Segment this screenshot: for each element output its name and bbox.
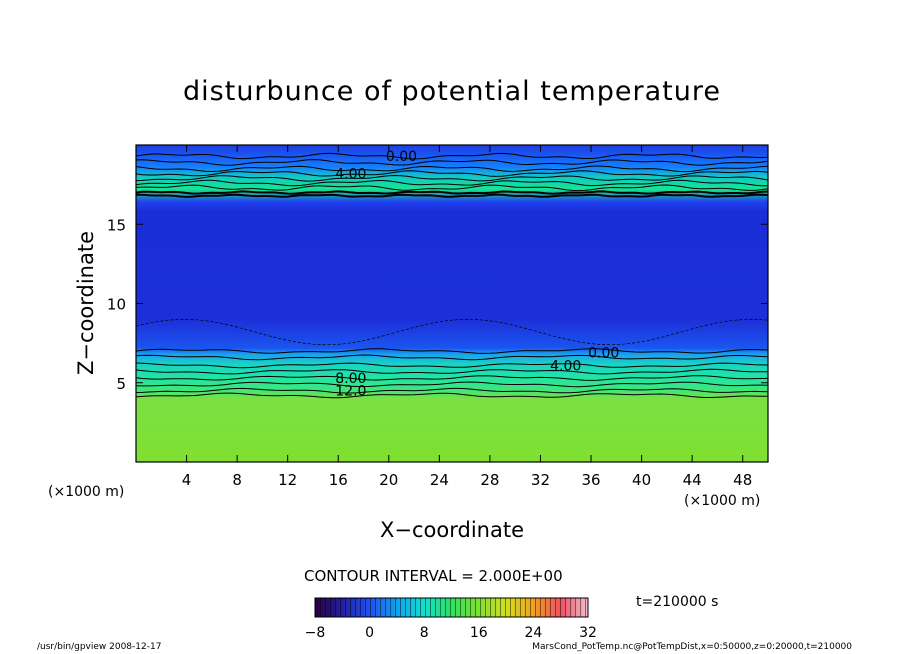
- x-tick-label: 44: [683, 471, 702, 489]
- x-unit-left: (×1000 m): [48, 484, 124, 500]
- plot-field: [136, 145, 768, 462]
- footer-left: /usr/bin/gpview 2008-12-17: [37, 642, 162, 652]
- contour-label: 0.00: [588, 346, 619, 362]
- x-tick-label: 48: [733, 471, 752, 489]
- contour-line: [135, 392, 769, 399]
- contour-line: [135, 179, 769, 187]
- contour-line: [135, 174, 769, 182]
- contour-line: [135, 170, 769, 177]
- colorbar-tick-label: 0: [365, 625, 374, 641]
- x-axis: 4 8 12 16 20 24 28 32 36 40 44 48: [182, 145, 752, 489]
- contour-lines: [135, 152, 769, 399]
- y-tick-label: 15: [107, 216, 126, 234]
- colorbar-tick-label: −8: [305, 625, 326, 641]
- contour-label: 0.00: [386, 149, 417, 165]
- contour-label: 4.00: [550, 358, 581, 374]
- contour-line: [135, 354, 769, 361]
- contour-line: [135, 348, 769, 354]
- y-tick-label: 5: [116, 375, 126, 393]
- contour-label: 4.00: [335, 167, 366, 183]
- colorbar-tick-label: 24: [524, 625, 542, 641]
- x-tick-label: 16: [329, 471, 348, 489]
- x-tick-label: 32: [531, 471, 550, 489]
- y-axis-label: Z−coordinate: [74, 231, 98, 375]
- footer-right: MarsCond_PotTemp.nc@PotTempDist,x=0:5000…: [532, 642, 852, 652]
- x-tick-label: 12: [278, 471, 297, 489]
- x-tick-label: 28: [480, 471, 499, 489]
- x-tick-label: 20: [379, 471, 398, 489]
- x-axis-label: X−coordinate: [380, 518, 524, 542]
- contour-line: [135, 368, 769, 375]
- contour-line: [135, 387, 769, 394]
- x-tick-label: 24: [430, 471, 449, 489]
- colorbar-frame: [314, 597, 589, 618]
- colorbar-tick-label: 16: [470, 625, 488, 641]
- chart-title: disturbunce of potential temperature: [183, 76, 721, 107]
- contour-label: 8.00: [335, 371, 366, 387]
- contour-line: [135, 152, 769, 160]
- x-tick-label: 40: [632, 471, 651, 489]
- contour-line: [135, 362, 769, 369]
- contour-line: [135, 184, 769, 192]
- contour-line: [135, 375, 769, 381]
- x-unit-right: (×1000 m): [684, 493, 760, 509]
- contour-line: [135, 159, 769, 166]
- x-tick-label: 4: [182, 471, 192, 489]
- colorbar-ticks: −8 0 8 16 24 32: [305, 625, 597, 641]
- contour-label: 12.0: [335, 384, 366, 400]
- time-label: t=210000 s: [636, 594, 719, 610]
- contour-line: [135, 165, 769, 173]
- x-tick-label: 8: [232, 471, 242, 489]
- colorbar-tick-label: 8: [420, 625, 429, 641]
- contour-line: [135, 381, 769, 388]
- y-tick-label: 10: [107, 296, 126, 314]
- colorbar-stripes: [315, 598, 588, 617]
- colorbar-tick-label: 32: [579, 625, 597, 641]
- contour-line-dashed: [135, 319, 769, 346]
- contour-interval-label: CONTOUR INTERVAL = 2.000E+00: [304, 567, 563, 585]
- x-tick-label: 36: [581, 471, 600, 489]
- y-axis: 5 10 15: [107, 216, 768, 393]
- contour-line: [136, 193, 769, 198]
- contour-line: [135, 190, 769, 195]
